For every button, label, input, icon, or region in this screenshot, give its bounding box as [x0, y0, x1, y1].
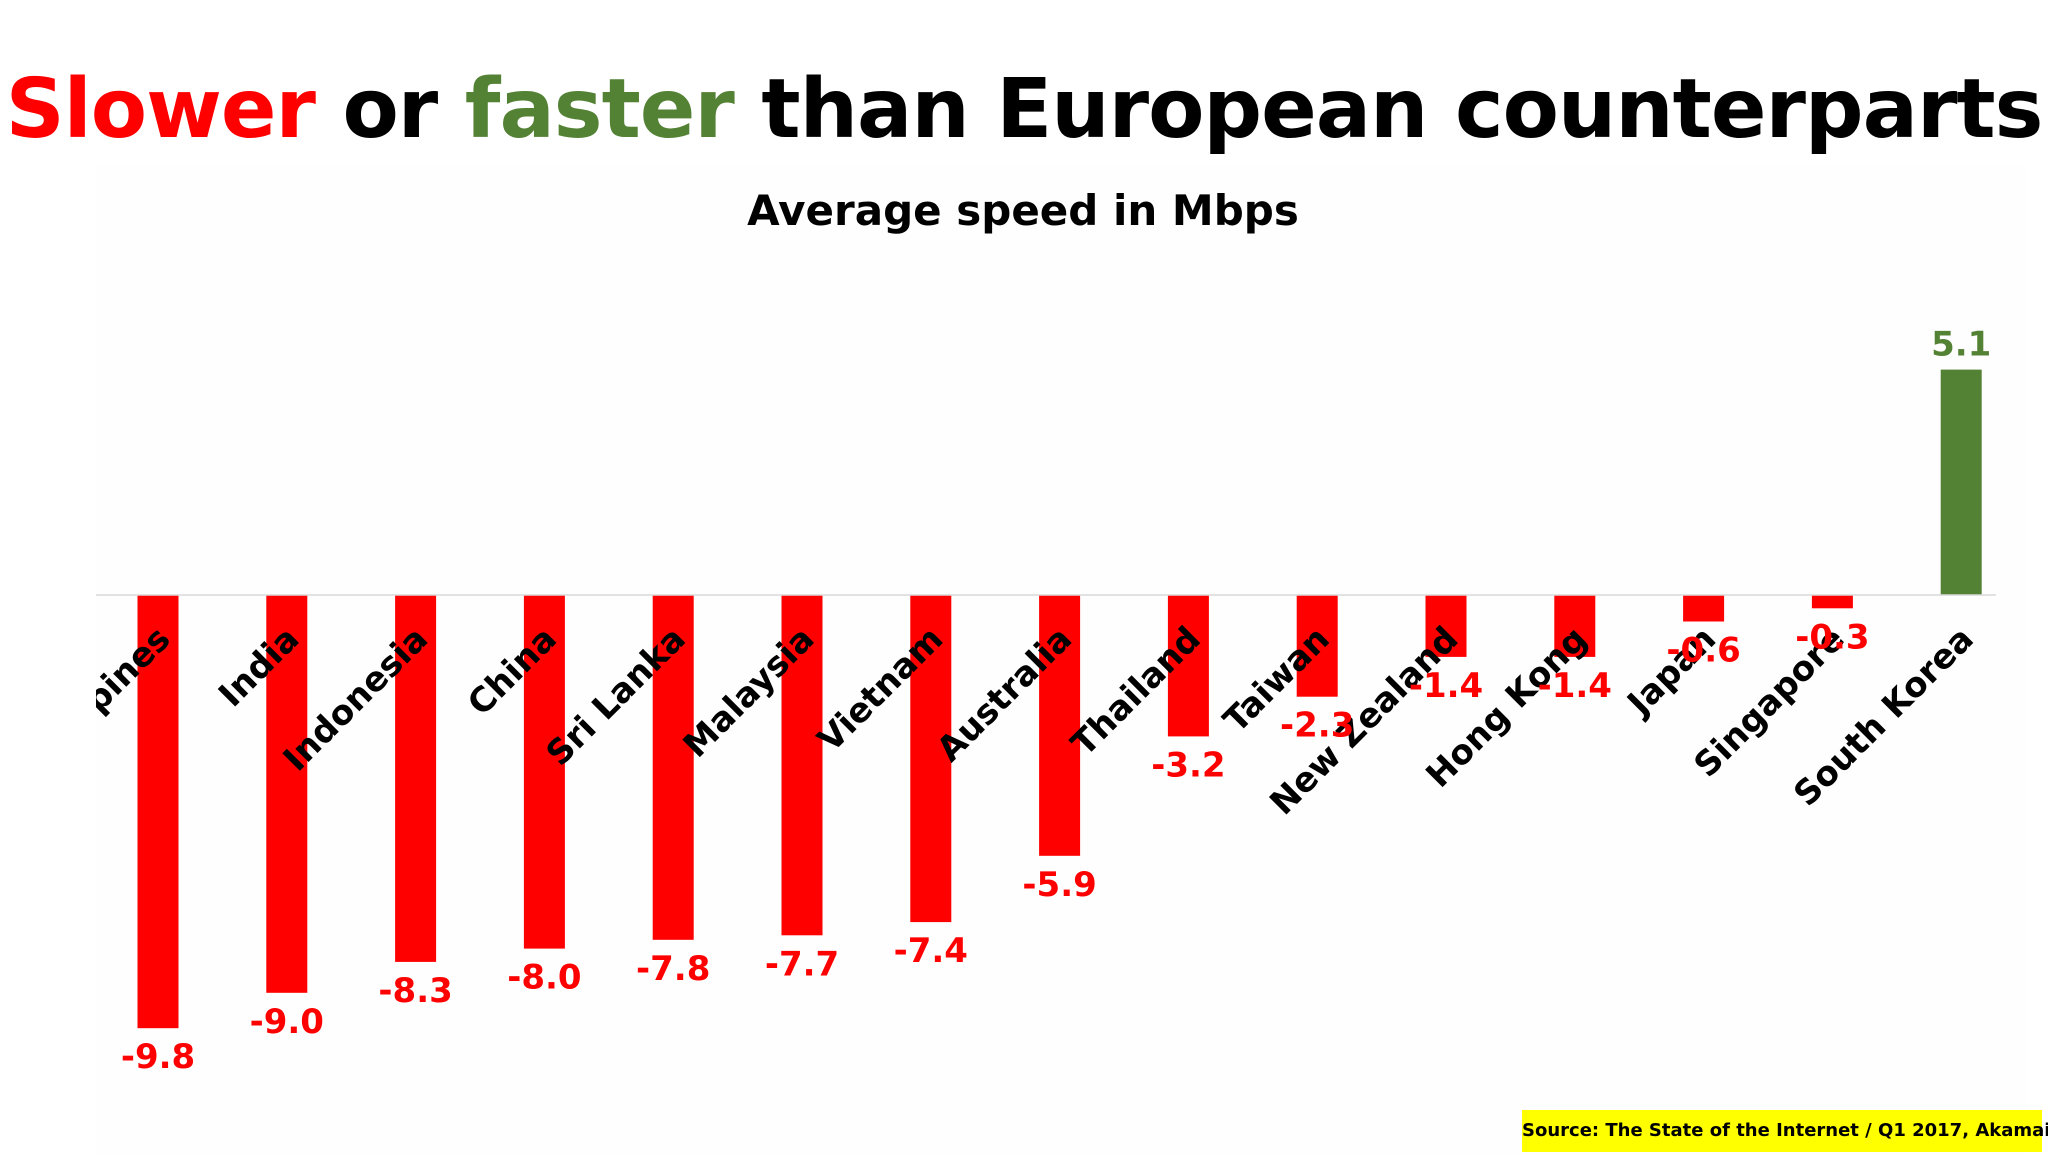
bar-china — [523, 595, 565, 949]
bar-vietnam — [910, 595, 952, 923]
data-label-australia: -5.9 — [1022, 865, 1096, 905]
bar-singapore — [1811, 595, 1853, 609]
data-label-china: -8.0 — [507, 958, 581, 998]
bar-indonesia — [395, 595, 437, 962]
title-faster-word: faster — [464, 62, 735, 157]
data-label-taiwan: -2.3 — [1280, 706, 1354, 746]
data-label-india: -9.0 — [250, 1002, 324, 1042]
bar-india — [266, 595, 308, 993]
data-label-philippines: -9.8 — [121, 1037, 195, 1077]
data-label-hong-kong: -1.4 — [1538, 666, 1612, 706]
bar-australia — [1039, 595, 1081, 856]
bar-thailand — [1167, 595, 1209, 737]
data-label-singapore: -0.3 — [1795, 617, 1869, 657]
data-label-sri-lanka: -7.8 — [636, 949, 710, 989]
data-label-indonesia: -8.3 — [378, 971, 452, 1011]
data-label-new-zealand: -1.4 — [1409, 666, 1483, 706]
bar-sri-lanka — [652, 595, 694, 940]
title-rest: than European counterparts — [733, 62, 2043, 157]
page-title: Slower or faster than European counterpa… — [0, 50, 2048, 170]
data-label-malaysia: -7.7 — [765, 944, 839, 984]
chart-area: Average speed in Mbps Philippines India Ind… — [96, 165, 2026, 1155]
source-note: Source: The State of the Internet / Q1 2… — [1522, 1110, 2048, 1152]
bar-malaysia — [781, 595, 823, 936]
data-label-japan: -0.6 — [1666, 631, 1740, 671]
bar-south-korea — [1940, 369, 1982, 595]
bar-new-zealand — [1425, 595, 1467, 657]
bar-hong-kong — [1554, 595, 1596, 657]
data-label-thailand: -3.2 — [1151, 745, 1225, 785]
data-label-vietnam: -7.4 — [894, 931, 968, 971]
bar-taiwan — [1296, 595, 1338, 697]
data-label-south-korea: 5.1 — [1931, 325, 1991, 365]
bar-japan — [1683, 595, 1725, 622]
chart-title: Average speed in Mbps — [747, 186, 1299, 235]
title-or-word: or — [314, 62, 465, 157]
bar-philippines — [137, 595, 179, 1029]
title-slower-word: Slower — [5, 62, 316, 157]
